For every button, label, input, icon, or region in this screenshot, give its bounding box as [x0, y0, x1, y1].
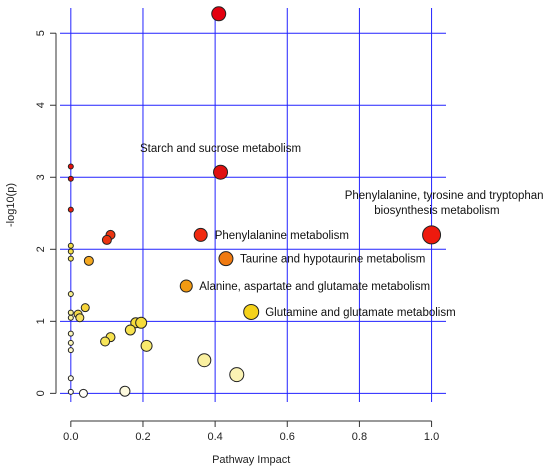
- data-point: [67, 388, 74, 395]
- data-point: [67, 163, 74, 170]
- data-point: [67, 242, 74, 249]
- point-label: Glutamine and glutamate metabolism: [265, 307, 456, 319]
- point-label: Phenylalanine, tyrosine and tryptophan bi…: [345, 190, 544, 217]
- y-tick-label: 1: [35, 318, 47, 324]
- point-label: Starch and sucrose metabolism: [140, 143, 301, 155]
- y-tick-label: 0: [35, 390, 47, 396]
- point-label: Phenylalanine metabolism: [215, 230, 349, 242]
- data-point: [140, 339, 153, 352]
- data-point: [124, 324, 136, 336]
- data-point: [67, 339, 74, 346]
- data-point: [83, 255, 94, 266]
- data-point: [101, 234, 112, 245]
- data-point: [67, 175, 74, 182]
- data-point: [67, 248, 74, 255]
- x-tick-label: 1.0: [424, 431, 439, 443]
- data-point: [80, 303, 90, 313]
- data-point: [67, 330, 74, 337]
- x-tick-label: 0.6: [280, 431, 295, 443]
- data-point: [193, 227, 208, 242]
- point-label: Taurine and hypotaurine metabolism: [240, 254, 425, 266]
- data-point: [119, 385, 131, 397]
- data-point: [100, 336, 111, 347]
- data-point: [213, 164, 229, 180]
- data-point: [135, 316, 148, 329]
- data-point: [229, 367, 245, 383]
- x-tick-label: 0.8: [352, 431, 367, 443]
- data-point: [75, 313, 85, 323]
- data-point: [243, 303, 260, 320]
- data-point: [197, 353, 212, 368]
- y-tick-label: 2: [35, 246, 47, 252]
- x-axis-title: Pathway Impact: [212, 454, 290, 466]
- point-label: Alanine, aspartate and glutamate metabol…: [199, 281, 430, 293]
- y-tick-label: 3: [35, 174, 47, 180]
- data-point: [67, 375, 74, 382]
- y-tick-label: 4: [35, 102, 47, 108]
- data-point: [67, 309, 74, 316]
- y-axis-title: -log10(p): [5, 183, 17, 227]
- data-point: [67, 290, 74, 297]
- data-point: [211, 6, 227, 22]
- data-point: [67, 255, 74, 262]
- data-point: [67, 347, 74, 354]
- data-point: [179, 279, 193, 293]
- data-point: [67, 206, 74, 213]
- x-tick-label: 0.4: [207, 431, 222, 443]
- y-tick-label: 5: [35, 30, 47, 36]
- data-point: [78, 388, 88, 398]
- data-point: [67, 314, 74, 321]
- data-point: [422, 225, 442, 245]
- x-tick-label: 0.0: [63, 431, 78, 443]
- x-tick-label: 0.2: [135, 431, 150, 443]
- data-point: [218, 251, 234, 267]
